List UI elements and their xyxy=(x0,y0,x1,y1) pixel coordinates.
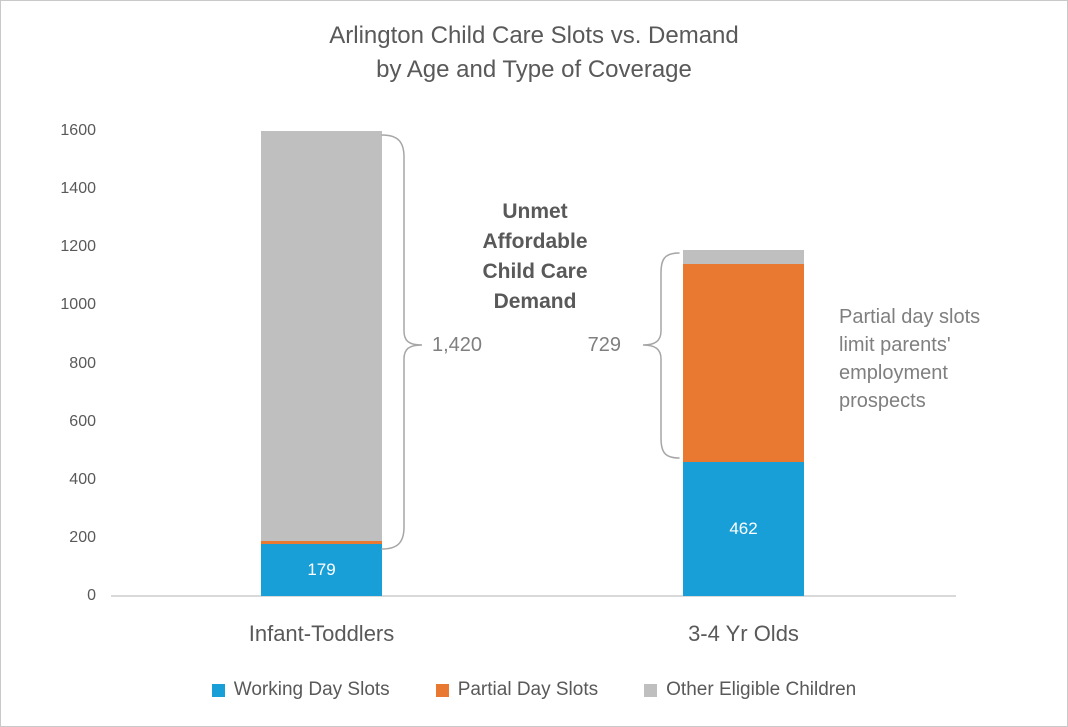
legend-swatch xyxy=(211,683,225,697)
legend-swatch xyxy=(644,683,658,697)
brace-3-4yr-unmet xyxy=(642,252,680,459)
y-tick-label: 600 xyxy=(69,412,96,430)
chart-title-line2: by Age and Type of Coverage xyxy=(376,56,692,83)
chart-title-line1: Arlington Child Care Slots vs. Demand xyxy=(329,22,739,49)
y-tick-label: 200 xyxy=(69,528,96,546)
bar-segment-infant-toddlers-other-eligible-children xyxy=(261,131,382,542)
y-tick-label: 800 xyxy=(69,354,96,372)
y-tick-label: 1400 xyxy=(60,180,96,198)
legend-label: Partial Day Slots xyxy=(457,679,599,700)
y-tick-label: 0 xyxy=(87,587,96,604)
bar-segment-infant-toddlers-partial-day-slots xyxy=(261,541,382,544)
y-tick-label: 1600 xyxy=(60,122,96,139)
x-axis-baseline xyxy=(111,595,956,597)
bar-segment-3-4-yr-olds-other-eligible-children xyxy=(683,249,804,265)
brace-infant-toddlers-unmet xyxy=(381,134,423,550)
bar-segment-3-4-yr-olds-working-day-slots: 462 xyxy=(683,461,804,596)
unmet-value-infant-toddlers: 1,420 xyxy=(432,334,483,356)
bar-segment-3-4-yr-olds-partial-day-slots xyxy=(683,264,804,462)
partial-day-note: Partial day slots limit parents' employm… xyxy=(839,306,981,412)
legend-item-working-day-slots: Working Day Slots xyxy=(211,679,390,701)
legend-label: Working Day Slots xyxy=(233,679,390,700)
legend: Working Day Slots Partial Day Slots Other … xyxy=(1,679,1067,701)
bar-segment-infant-toddlers-working-day-slots: 179 xyxy=(261,543,382,596)
unmet-value-3-4yr: 729 xyxy=(587,334,621,356)
legend-item-other-eligible-children: Other Eligible Children xyxy=(644,679,856,701)
bar-data-label: 179 xyxy=(307,559,336,579)
legend-item-partial-day-slots: Partial Day Slots xyxy=(435,679,599,701)
y-tick-label: 1200 xyxy=(60,238,96,256)
legend-swatch xyxy=(435,683,449,697)
category-label-infant-toddlers: Infant-Toddlers xyxy=(248,621,395,646)
y-tick-label: 1000 xyxy=(60,296,96,314)
unmet-demand-heading: Unmet Affordable Child Care Demand xyxy=(482,200,588,313)
legend-label: Other Eligible Children xyxy=(666,679,857,700)
category-label-3-4-yr-olds: 3-4 Yr Olds xyxy=(688,621,799,646)
y-tick-label: 400 xyxy=(69,470,96,488)
bar-data-label: 462 xyxy=(729,518,758,538)
